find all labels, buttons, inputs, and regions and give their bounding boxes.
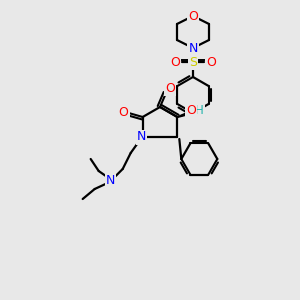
Text: O: O xyxy=(165,82,175,94)
Text: N: N xyxy=(188,41,198,55)
Text: S: S xyxy=(189,56,197,68)
Text: H: H xyxy=(195,103,204,116)
Text: N: N xyxy=(137,130,146,143)
Text: O: O xyxy=(188,10,198,22)
Text: O: O xyxy=(170,56,180,68)
Text: O: O xyxy=(186,104,196,118)
Text: N: N xyxy=(106,175,116,188)
Text: O: O xyxy=(206,56,216,68)
Text: O: O xyxy=(119,106,129,118)
